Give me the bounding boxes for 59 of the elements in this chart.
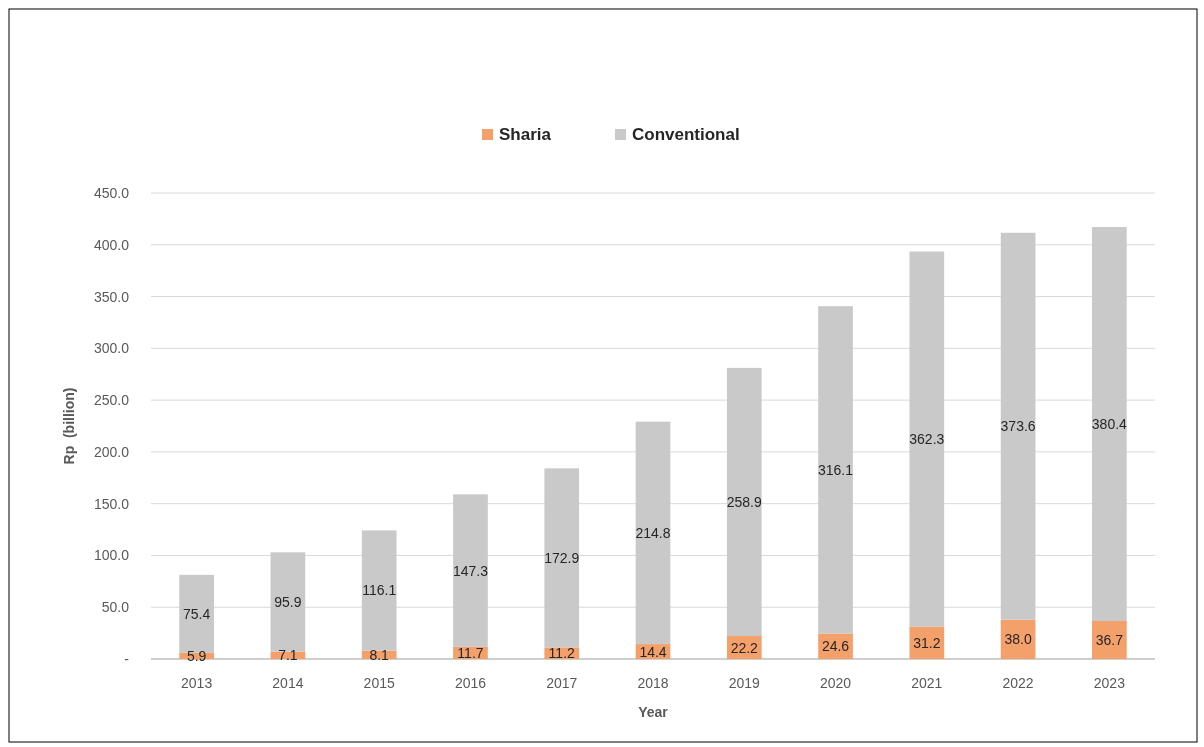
legend-label: Conventional: [632, 125, 740, 144]
y-tick-label: 100.0: [93, 547, 130, 564]
y-tick-label: 350.0: [93, 288, 130, 305]
data-label: 316.1: [818, 461, 854, 478]
x-tick-label: 2023: [1093, 675, 1126, 691]
data-label: 24.6: [821, 638, 850, 655]
data-label: 172.9: [544, 549, 580, 566]
x-axis-title: Year: [638, 704, 669, 720]
bar: [909, 251, 945, 627]
data-label: 5.9: [186, 647, 207, 664]
bar: [270, 552, 306, 652]
y-tick-label: 250.0: [93, 392, 130, 409]
data-label: 75.4: [183, 605, 211, 622]
data-label: 380.4: [1091, 416, 1128, 433]
x-tick-label: 2017: [546, 675, 578, 691]
bar: [1092, 621, 1127, 659]
bar: [544, 468, 580, 648]
data-label: 22.2: [730, 639, 759, 656]
bar: [635, 421, 671, 645]
x-tick-label: 2020: [819, 675, 852, 691]
x-tick-label: 2018: [637, 675, 669, 691]
x-tick-label: 2021: [911, 675, 943, 691]
x-tick-label: 2015: [363, 675, 395, 691]
y-tick-label: 200.0: [93, 443, 130, 460]
data-label: 31.2: [913, 634, 941, 651]
y-tick-label: 400.0: [93, 236, 130, 253]
data-label: 8.1: [369, 646, 390, 663]
bar: [818, 306, 853, 634]
y-axis-title: Rp (billion): [61, 387, 77, 465]
data-label: 36.7: [1095, 632, 1124, 648]
y-tick-label: 150.0: [93, 495, 130, 512]
x-tick-label: 2016: [454, 675, 487, 691]
data-label: 7.1: [278, 647, 298, 664]
data-label: 116.1: [362, 582, 397, 599]
data-label: 362.3: [909, 431, 945, 448]
bar: [179, 574, 214, 653]
y-tick-label: 300.0: [93, 340, 130, 357]
x-tick-label: 2014: [272, 675, 304, 691]
data-label: 147.3: [452, 562, 489, 579]
bar: [453, 494, 488, 647]
data-label: 95.9: [274, 593, 302, 610]
x-tick-label: 2013: [181, 675, 213, 691]
bar: [1000, 232, 1036, 620]
data-label: 373.6: [1000, 418, 1036, 435]
bar: [1092, 227, 1127, 621]
data-label: 214.8: [635, 524, 671, 541]
legend-label: Sharia: [499, 125, 552, 144]
data-label: 258.9: [726, 493, 762, 510]
y-tick-label: -: [124, 651, 130, 667]
y-tick-label: 450.0: [93, 185, 130, 201]
bar: [726, 367, 762, 637]
data-label: 14.4: [639, 643, 667, 660]
data-label: 11.7: [457, 644, 484, 661]
x-tick-label: 2022: [1002, 675, 1034, 691]
bar: [361, 530, 397, 651]
data-label: 38.0: [1004, 631, 1032, 648]
y-tick-label: 50.0: [101, 599, 130, 616]
x-tick-label: 2019: [728, 675, 761, 691]
data-label: 11.2: [548, 645, 576, 662]
